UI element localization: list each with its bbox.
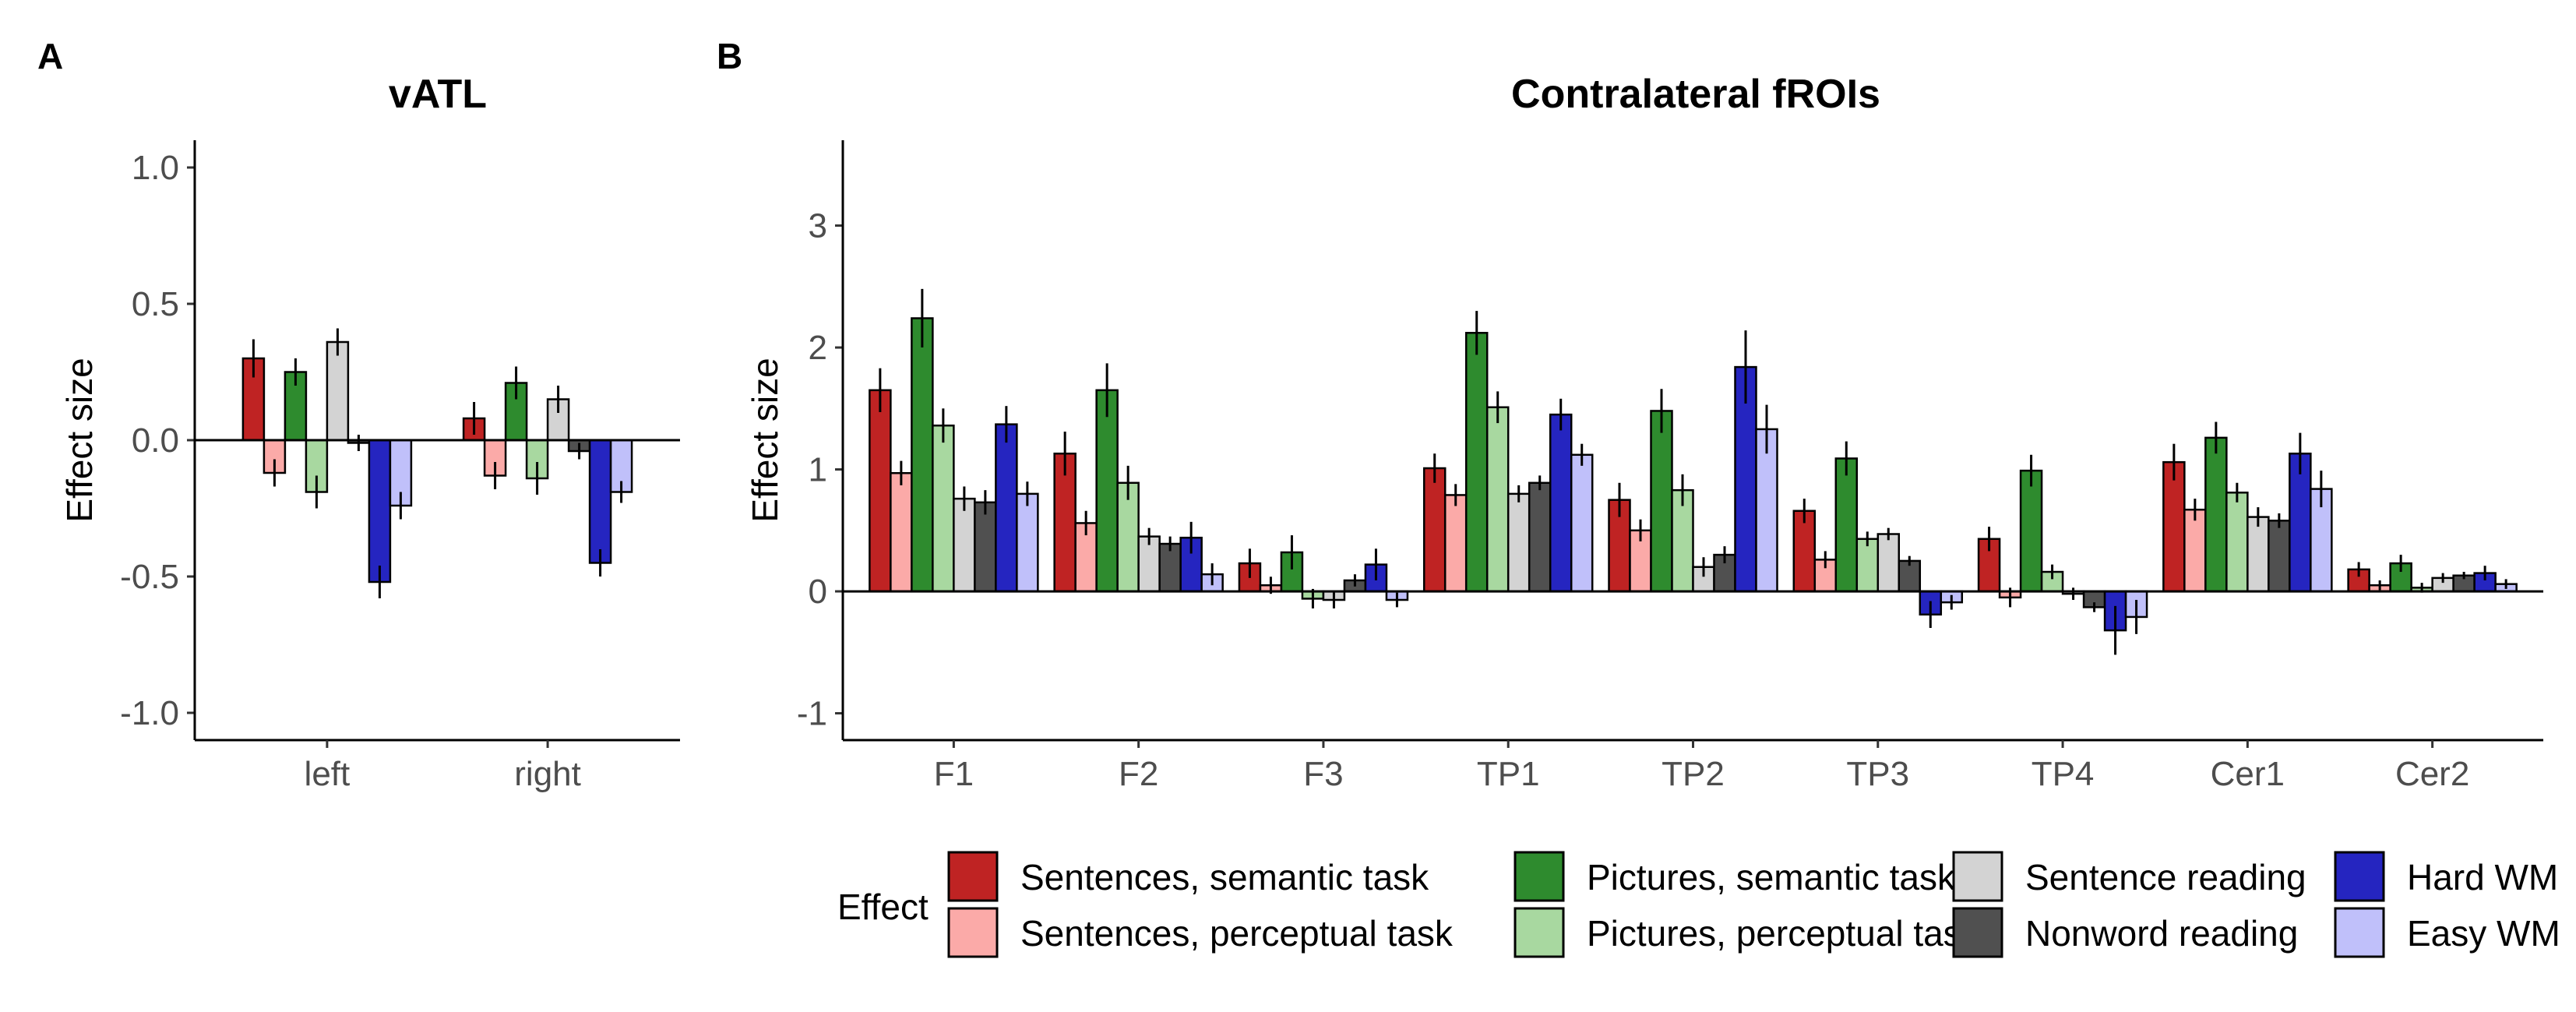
bar — [1443, 494, 1468, 593]
bar — [1855, 538, 1880, 593]
bar — [1095, 389, 1119, 593]
bar — [1506, 492, 1531, 593]
panel-a-title: vATL — [389, 72, 487, 117]
bar — [1549, 413, 1573, 593]
bar — [368, 439, 392, 584]
bar — [1834, 457, 1859, 593]
y-tick-label: 0.0 — [132, 421, 179, 460]
bar — [1570, 453, 1594, 593]
legend-label: Sentences, perceptual task — [1020, 913, 1454, 954]
legend-swatch — [2334, 907, 2385, 958]
bar — [869, 389, 892, 593]
bar — [2225, 492, 2249, 593]
bar — [1671, 488, 1694, 593]
bar — [2019, 469, 2043, 593]
y-tick-label: 3 — [809, 207, 827, 245]
bar — [2268, 520, 2291, 593]
x-tick-label: TP3 — [1846, 755, 1909, 793]
x-tick-label: F1 — [934, 755, 974, 793]
bar — [1528, 481, 1552, 593]
x-tick-label: F2 — [1119, 755, 1158, 793]
panel-a-y-axis-label: Effect size — [59, 358, 100, 522]
bar — [995, 423, 1018, 593]
bar — [2162, 460, 2186, 593]
bar — [1876, 533, 1901, 593]
legend-label: Pictures, semantic task — [1587, 857, 1956, 897]
y-tick-label: -1.0 — [120, 694, 179, 732]
bar — [1608, 499, 1631, 593]
bar — [2310, 488, 2333, 593]
x-tick-label: TP1 — [1477, 755, 1540, 793]
legend: Effect Sentences, semantic taskSentences… — [837, 851, 2560, 958]
y-tick-label: 1.0 — [132, 149, 179, 187]
panel-a-letter: A — [37, 36, 63, 76]
bar — [326, 340, 350, 442]
bar — [1016, 492, 1039, 593]
bar — [1755, 428, 1778, 593]
legend-swatch — [947, 851, 999, 902]
x-tick-label: right — [514, 755, 581, 793]
legend-swatch — [947, 907, 999, 958]
bar — [974, 501, 997, 593]
y-tick-label: 1 — [809, 451, 827, 489]
bar — [1898, 559, 1922, 593]
legend-label: Sentences, semantic task — [1020, 857, 1429, 897]
y-tick-label: -1 — [797, 695, 827, 733]
bar — [953, 497, 976, 593]
x-tick-label: F3 — [1303, 755, 1343, 793]
panel-b-title: Contralateral fROIs — [1511, 72, 1880, 117]
legend-swatch — [1952, 851, 2003, 902]
y-tick-label: 2 — [809, 329, 827, 367]
legend-label: Easy WM — [2407, 913, 2560, 954]
legend-swatch — [1514, 851, 1565, 902]
y-tick-label: 0 — [809, 573, 827, 611]
panel-a-plot: 1.0 0.5 0.0 -0.5 -1.0 left right — [120, 140, 680, 793]
bar — [2204, 436, 2228, 593]
y-tick-label: 0.5 — [132, 285, 179, 323]
x-tick-label: TP4 — [2032, 755, 2095, 793]
x-tick-label: left — [305, 755, 351, 793]
panel-b: B Contralateral fROIs Effect size 3 2 1 0 -1… — [717, 36, 2543, 793]
panel-a: A vATL Effect size 1.0 0.5 0.0 -0.5 -1.0 left… — [37, 36, 680, 793]
x-tick-label: Cer2 — [2395, 755, 2469, 793]
bar — [1792, 510, 1817, 593]
panel-b-letter: B — [717, 36, 742, 76]
legend-title: Effect — [837, 887, 929, 927]
legend-label: Pictures, perceptual task — [1587, 913, 1980, 954]
bar — [890, 472, 913, 593]
bar — [1650, 410, 1673, 593]
panel-b-plot: 3 2 1 0 -1 F1 F2 F3 TP1 TP2 TP3 TP4 Cer1 Cer2 — [797, 140, 2543, 793]
bar — [2183, 508, 2207, 593]
y-tick-label: -0.5 — [120, 558, 179, 596]
bar — [1422, 467, 1447, 593]
legend-swatch — [2334, 851, 2385, 902]
bar — [911, 317, 934, 593]
legend-swatch — [1952, 907, 2003, 958]
bar — [588, 439, 612, 564]
legend-label: Sentence reading — [2025, 857, 2306, 897]
bar — [2247, 516, 2270, 593]
legend-label: Nonword reading — [2025, 913, 2298, 954]
bar — [1464, 332, 1489, 593]
bar — [932, 424, 955, 593]
legend-swatch — [1514, 907, 1565, 958]
bar — [1485, 406, 1510, 593]
bar — [1137, 535, 1161, 593]
legend-items: Sentences, semantic task Sentences, perce… — [947, 851, 2560, 958]
x-tick-label: TP2 — [1662, 755, 1725, 793]
panel-b-y-axis-label: Effect size — [745, 358, 785, 522]
legend-label: Hard WM — [2407, 857, 2558, 897]
x-tick-label: Cer1 — [2211, 755, 2285, 793]
